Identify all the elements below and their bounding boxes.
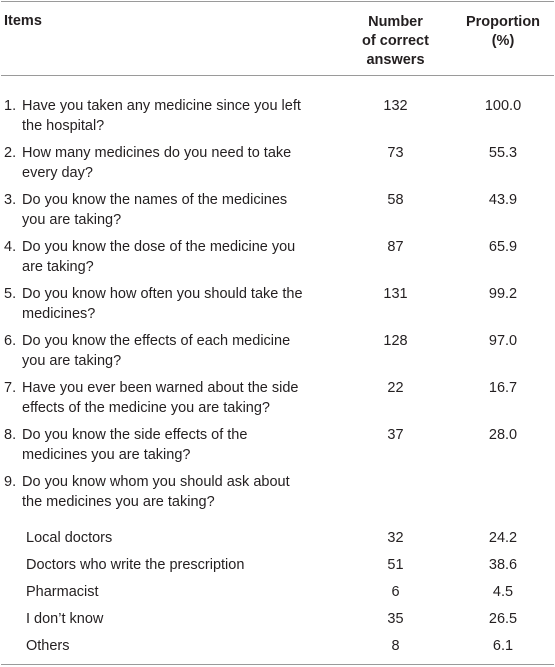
question-line-1: Have you ever been warned about the side [22,380,299,396]
number-header-line-2: of correct [362,33,429,49]
correct-count: 6 [391,584,400,600]
correct-count: 22 [387,380,404,396]
number-header-line-1: Number [368,14,423,30]
question-line-1: Do you know whom you should ask about [22,474,290,490]
table-header: Items Number of correct answers Proporti… [1,2,554,76]
question-line-1: Do you know the side effects of the [22,427,248,443]
question-line-2: every day? [22,165,93,181]
correct-count: 87 [387,239,404,255]
proportion-value: 24.2 [488,530,518,546]
question-text: Do you know how often you should take th… [22,284,342,324]
proportion-value: 28.0 [488,427,518,443]
correct-count: 73 [387,145,404,161]
question-number: 8. [4,427,17,443]
question-text: Do you know the names of the medicines y… [22,190,342,230]
question-line-1: Have you taken any medicine since you le… [22,98,301,114]
question-line-2: are taking? [22,259,94,275]
question-line-2: effects of the medicine you are taking? [22,400,270,416]
question-line-2: you are taking? [22,212,122,228]
correct-count: 58 [387,192,404,208]
question-text: Do you know the side effects of the medi… [22,425,342,465]
correct-count: 132 [383,98,408,114]
proportion-value: 16.7 [488,380,518,396]
question-number: 5. [4,286,17,302]
correct-count: 37 [387,427,404,443]
correct-count: 35 [387,611,404,627]
question-number: 9. [4,474,17,490]
question-number: 3. [4,192,17,208]
proportion-column-header: Proportion (%) [453,13,553,51]
question-line-1: How many medicines do you need to take [22,145,292,161]
question-number: 1. [4,98,17,114]
question-number: 7. [4,380,17,396]
correct-count: 131 [383,286,408,302]
question-number: 6. [4,333,17,349]
question-line-2: medicines you are taking? [22,447,191,463]
proportion-header-line-1: Proportion [465,14,541,30]
question-line-1: Do you know the dose of the medicine you [22,239,296,255]
proportion-value: 55.3 [488,145,518,161]
correct-count: 128 [383,333,408,349]
question-text: Do you know the dose of the medicine you… [22,237,342,277]
question-line-2: the hospital? [22,118,105,134]
answer-option-label: I don’t know [26,611,104,627]
proportion-value: 43.9 [488,192,518,208]
question-number: 4. [4,239,17,255]
correct-count: 32 [387,530,404,546]
question-text: Do you know the effects of each medicine… [22,331,342,371]
question-line-2: you are taking? [22,353,122,369]
question-line-2: the medicines you are taking? [22,494,215,510]
proportion-value: 99.2 [488,286,518,302]
number-column-header: Number of correct answers [343,13,448,70]
proportion-value: 6.1 [492,638,514,654]
answer-option-label: Pharmacist [26,584,99,600]
question-line-1: Do you know the names of the medicines [22,192,288,208]
proportion-value: 4.5 [492,584,514,600]
correct-count: 51 [387,557,404,573]
question-text: How many medicines do you need to take e… [22,143,342,183]
question-text: Have you ever been warned about the side… [22,378,342,418]
proportion-value: 100.0 [484,98,522,114]
question-line-2: medicines? [22,306,96,322]
answer-option-label: Local doctors [26,530,113,546]
proportion-value: 65.9 [488,239,518,255]
question-text: Have you taken any medicine since you le… [22,96,342,136]
proportion-header-line-2: (%) [491,33,515,49]
correct-count: 8 [391,638,400,654]
question-text: Do you know whom you should ask about th… [22,472,342,512]
question-number: 2. [4,145,17,161]
proportion-value: 38.6 [488,557,518,573]
question-line-1: Do you know the effects of each medicine [22,333,291,349]
answer-option-label: Doctors who write the prescription [26,557,245,573]
question-line-1: Do you know how often you should take th… [22,286,303,302]
proportion-value: 26.5 [488,611,518,627]
items-column-header: Items [4,13,42,29]
proportion-value: 97.0 [488,333,518,349]
answer-option-label: Others [26,638,70,654]
number-header-line-3: answers [366,52,425,68]
